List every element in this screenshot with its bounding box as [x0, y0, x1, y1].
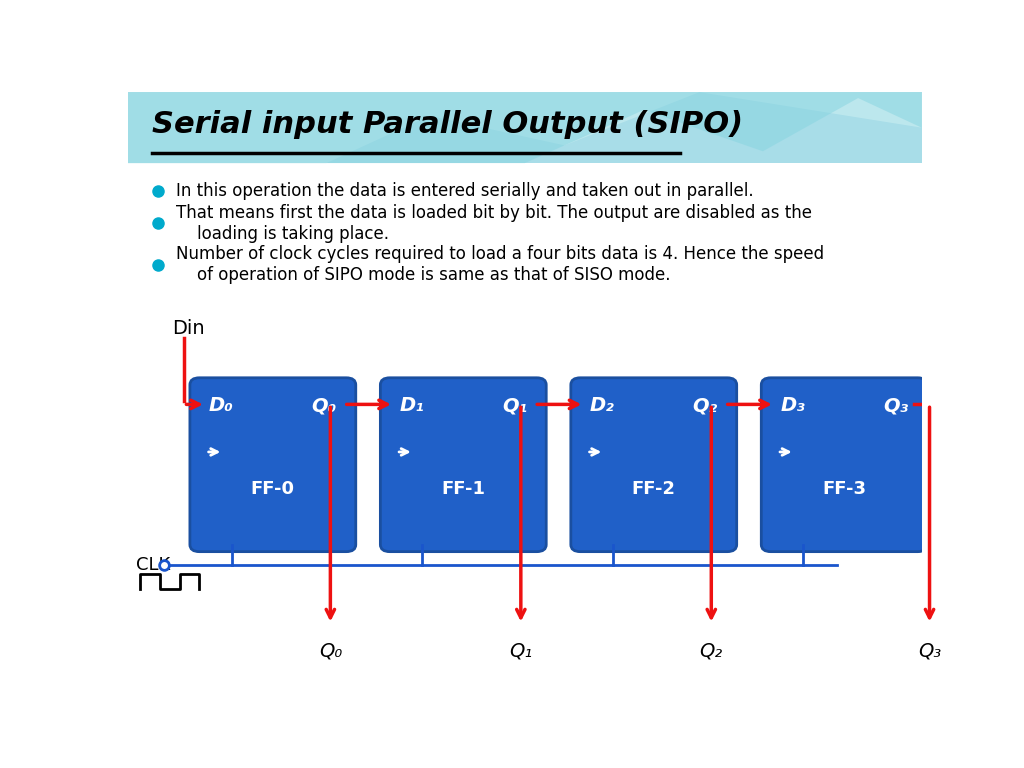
- Text: D₃: D₃: [780, 396, 805, 415]
- Text: That means first the data is loaded bit by bit. The output are disabled as the
 : That means first the data is loaded bit …: [176, 204, 812, 243]
- Text: FF-1: FF-1: [441, 480, 485, 498]
- Text: Q₂: Q₂: [692, 396, 718, 415]
- FancyBboxPatch shape: [761, 378, 927, 551]
- Text: In this operation the data is entered serially and taken out in parallel.: In this operation the data is entered se…: [176, 182, 754, 200]
- Text: Din: Din: [172, 319, 204, 338]
- Text: CLK: CLK: [136, 556, 170, 574]
- Text: D₁: D₁: [399, 396, 424, 415]
- Text: Number of clock cycles required to load a four bits data is 4. Hence the speed
 : Number of clock cycles required to load …: [176, 246, 823, 284]
- Text: FF-3: FF-3: [822, 480, 866, 498]
- Text: FF-2: FF-2: [632, 480, 676, 498]
- FancyBboxPatch shape: [570, 378, 736, 551]
- Text: Q₀: Q₀: [318, 641, 342, 660]
- Polygon shape: [128, 92, 922, 163]
- Text: D₀: D₀: [209, 396, 233, 415]
- Text: D₂: D₂: [590, 396, 614, 415]
- Text: FF-0: FF-0: [251, 480, 295, 498]
- FancyBboxPatch shape: [189, 378, 355, 551]
- Polygon shape: [128, 92, 922, 163]
- Text: Q₂: Q₂: [699, 641, 723, 660]
- Text: Q₀: Q₀: [311, 396, 337, 415]
- FancyBboxPatch shape: [128, 92, 922, 163]
- Text: Q₃: Q₃: [918, 641, 941, 660]
- Text: Q₃: Q₃: [883, 396, 908, 415]
- Text: Q₁: Q₁: [502, 396, 527, 415]
- Text: Serial input Parallel Output (SIPO): Serial input Parallel Output (SIPO): [152, 110, 743, 139]
- Text: Q₁: Q₁: [509, 641, 532, 660]
- FancyBboxPatch shape: [380, 378, 546, 551]
